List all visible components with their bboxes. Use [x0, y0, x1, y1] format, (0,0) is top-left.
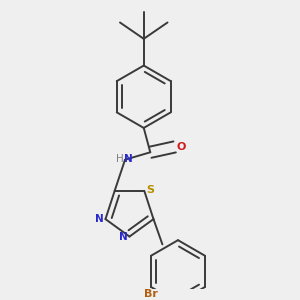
Text: S: S — [146, 184, 154, 195]
Text: O: O — [176, 142, 186, 152]
Text: N: N — [118, 232, 127, 242]
Text: N: N — [94, 214, 103, 224]
Text: H: H — [116, 154, 124, 164]
Text: Br: Br — [144, 289, 158, 298]
Text: N: N — [124, 154, 133, 164]
